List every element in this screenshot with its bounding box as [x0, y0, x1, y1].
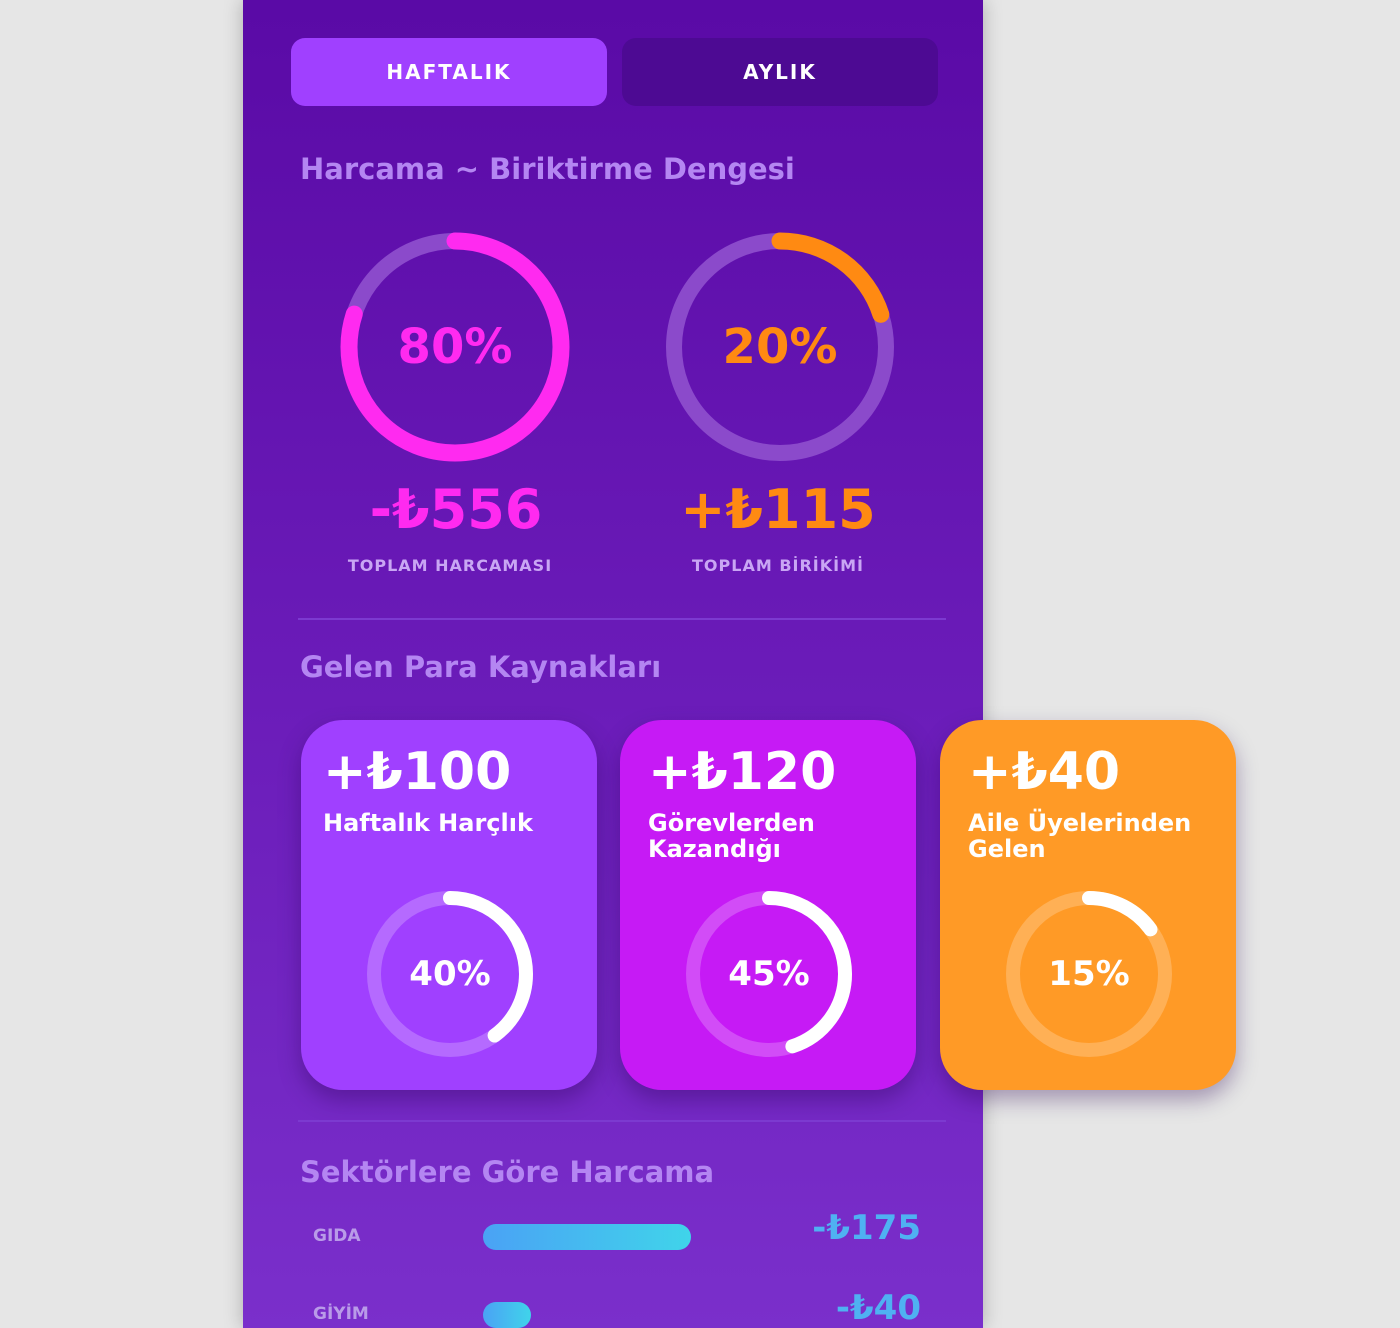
income-card-label: Aile Üyelerinden Gelen	[968, 809, 1192, 863]
income-card-percent: 40%	[409, 954, 491, 994]
income-card-ring: 40%	[364, 888, 536, 1060]
sectors-section-title: Sektörlere Göre Harcama	[300, 1155, 715, 1189]
divider	[298, 1120, 946, 1122]
sector-amount-clothing: -₺40	[835, 1288, 921, 1328]
spending-amount: -₺556	[369, 478, 543, 541]
sector-label-food: GIDA	[313, 1226, 361, 1246]
income-card-amount: +₺100	[323, 742, 512, 802]
divider	[298, 618, 946, 620]
spending-ring: 80%	[335, 227, 575, 467]
savings-ring-graphic	[665, 232, 895, 462]
sector-label-clothing: GİYİM	[313, 1304, 369, 1324]
income-ring-graphic	[1006, 891, 1172, 1057]
balance-section-title: Harcama ~ Biriktirme Dengesi	[300, 152, 795, 186]
income-card-amount: +₺120	[648, 742, 837, 802]
income-card-allowance[interactable]: +₺100 Haftalık Harçlık 40%	[301, 720, 597, 1090]
income-card-ring: 15%	[1003, 888, 1175, 1060]
tab-weekly[interactable]: HAFTALIK	[291, 38, 607, 106]
income-section-title: Gelen Para Kaynakları	[300, 650, 662, 684]
income-card-percent: 45%	[728, 954, 810, 994]
sector-bar-food	[483, 1224, 691, 1250]
sector-amount-food: -₺175	[812, 1208, 921, 1248]
savings-ring: 20%	[660, 227, 900, 467]
income-card-label: Görevlerden Kazandığı	[648, 809, 815, 863]
income-card-ring: 45%	[683, 888, 855, 1060]
spending-percent: 80%	[397, 319, 513, 375]
tab-monthly[interactable]: AYLIK	[622, 38, 938, 106]
income-card-percent: 15%	[1048, 954, 1130, 994]
spending-ring-graphic	[340, 232, 570, 462]
income-card-tasks[interactable]: +₺120 Görevlerden Kazandığı 45%	[620, 720, 916, 1090]
income-card-label: Haftalık Harçlık	[323, 809, 533, 837]
spending-caption: TOPLAM HARCAMASI	[347, 556, 553, 575]
income-ring-graphic	[686, 891, 852, 1057]
income-card-family[interactable]: +₺40 Aile Üyelerinden Gelen 15%	[940, 720, 1236, 1090]
sector-bar-clothing	[483, 1302, 531, 1328]
income-card-amount: +₺40	[968, 742, 1121, 802]
savings-amount: +₺115	[680, 478, 876, 541]
savings-caption: TOPLAM BİRİKİMİ	[692, 556, 864, 575]
phone-screen: HAFTALIK AYLIK Harcama ~ Biriktirme Deng…	[243, 0, 1236, 1328]
savings-percent: 20%	[722, 319, 838, 375]
income-ring-graphic	[367, 891, 533, 1057]
